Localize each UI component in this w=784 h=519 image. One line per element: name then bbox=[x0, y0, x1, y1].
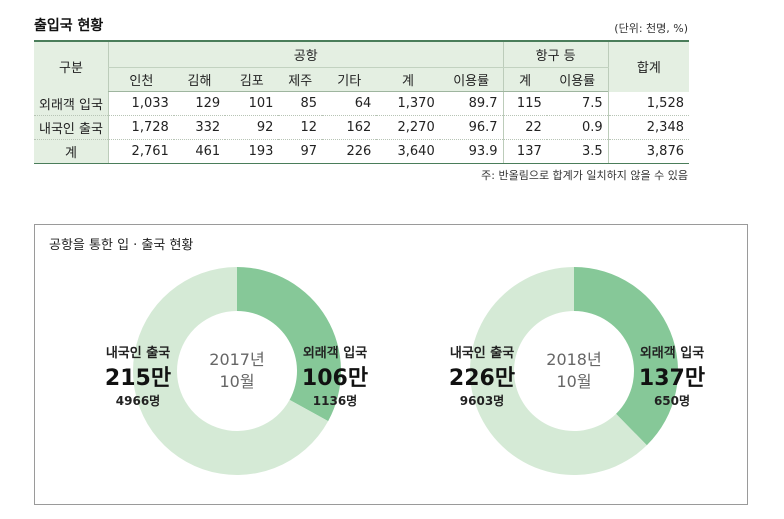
slice-label-name: 내국인 출국 bbox=[106, 345, 170, 361]
unit-label: (단위: 천명, %) bbox=[614, 22, 688, 35]
donut-slice bbox=[574, 267, 679, 446]
cell: 1,033 bbox=[107, 91, 174, 116]
cell: 2,761 bbox=[107, 139, 174, 164]
header-gimpo: 김포 bbox=[225, 67, 279, 92]
row-label: 계 bbox=[34, 139, 109, 164]
cell: 3,876 bbox=[607, 139, 689, 164]
header-gimhae: 김해 bbox=[173, 67, 226, 92]
donut-slice bbox=[237, 267, 341, 422]
cell: 226 bbox=[322, 139, 377, 164]
row-label: 내국인 출국 bbox=[34, 115, 109, 140]
cell: 137 bbox=[502, 139, 547, 164]
cell: 93.9 bbox=[439, 139, 504, 164]
header-airport-rate: 이용률 bbox=[439, 67, 504, 92]
header-port-group: 항구 등 bbox=[502, 41, 609, 68]
slice-label-value: 215만 bbox=[105, 366, 171, 391]
slice-label-detail: 9603명 bbox=[460, 394, 504, 408]
cell: 3.5 bbox=[546, 139, 609, 164]
donut-slice bbox=[133, 267, 329, 475]
cell: 92 bbox=[225, 115, 279, 140]
table-note: 주: 반올림으로 합계가 일치하지 않을 수 있음 bbox=[481, 169, 688, 182]
slice-label-value: 226만 bbox=[449, 366, 515, 391]
slice-label-name: 외래객 입국 bbox=[640, 345, 704, 361]
cell: 96.7 bbox=[439, 115, 504, 140]
header-jeju: 제주 bbox=[278, 67, 323, 92]
table-row: 외래객 입국 1,033 129 101 85 64 1,370 89.7 11… bbox=[34, 91, 689, 116]
header-airport-group: 공항 bbox=[107, 41, 504, 68]
cell: 129 bbox=[173, 91, 226, 116]
center-month-label: 10월 bbox=[219, 372, 254, 391]
cell: 1,728 bbox=[107, 115, 174, 140]
slice-label-name: 외래객 입국 bbox=[303, 345, 367, 361]
center-year-label: 2017년 bbox=[209, 350, 264, 369]
cell: 2,270 bbox=[376, 115, 440, 140]
cell: 22 bbox=[502, 115, 547, 140]
header-category: 구분 bbox=[34, 41, 109, 92]
cell: 193 bbox=[225, 139, 279, 164]
header-port-sum: 계 bbox=[502, 67, 547, 92]
slice-label-value: 137만 bbox=[639, 366, 705, 391]
cell: 2,348 bbox=[607, 115, 689, 140]
slice-label-name: 내국인 출국 bbox=[450, 345, 514, 361]
cell: 101 bbox=[225, 91, 279, 116]
donut-panel: 공항을 통한 입 · 출국 현황 2017년 10월 외래객 입국 106만 1136명… bbox=[34, 224, 748, 505]
cell: 332 bbox=[173, 115, 226, 140]
header-port-rate: 이용률 bbox=[546, 67, 609, 92]
table-row: 계 2,761 461 193 97 226 3,640 93.9 137 3.… bbox=[34, 139, 689, 164]
cell: 1,370 bbox=[376, 91, 440, 116]
center-month-label: 10월 bbox=[556, 372, 591, 391]
cell: 461 bbox=[173, 139, 226, 164]
header-total: 합계 bbox=[607, 41, 689, 92]
donut-charts: 2017년 10월 외래객 입국 106만 1136명 내국인 출국 215만 4966명 20… bbox=[105, 267, 705, 475]
header-incheon: 인천 bbox=[107, 67, 174, 92]
table-row: 내국인 출국 1,728 332 92 12 162 2,270 96.7 22… bbox=[34, 115, 689, 140]
stats-table: 구분 공항 항구 등 합계 인천 김해 김포 제주 기타 계 이용률 계 이용률… bbox=[34, 40, 689, 164]
cell: 64 bbox=[322, 91, 377, 116]
cell: 115 bbox=[502, 91, 547, 116]
cell: 0.9 bbox=[546, 115, 609, 140]
donut-slice bbox=[470, 267, 647, 475]
panel-title: 공항을 통한 입 · 출국 현황 bbox=[49, 238, 194, 253]
cell: 12 bbox=[278, 115, 323, 140]
row-label: 외래객 입국 bbox=[34, 91, 109, 116]
cell: 89.7 bbox=[439, 91, 504, 116]
slice-label-detail: 1136명 bbox=[313, 394, 357, 408]
slice-label-detail: 4966명 bbox=[116, 394, 160, 408]
cell: 3,640 bbox=[376, 139, 440, 164]
header-airport-sum: 계 bbox=[376, 67, 440, 92]
slice-label-detail: 650명 bbox=[654, 394, 690, 408]
table-title: 출입국 현황 bbox=[34, 18, 104, 34]
center-year-label: 2018년 bbox=[546, 350, 601, 369]
cell: 1,528 bbox=[607, 91, 689, 116]
cell: 7.5 bbox=[546, 91, 609, 116]
cell: 85 bbox=[278, 91, 323, 116]
header-other: 기타 bbox=[322, 67, 377, 92]
slice-label-value: 106만 bbox=[302, 366, 368, 391]
cell: 162 bbox=[322, 115, 377, 140]
cell: 97 bbox=[278, 139, 323, 164]
